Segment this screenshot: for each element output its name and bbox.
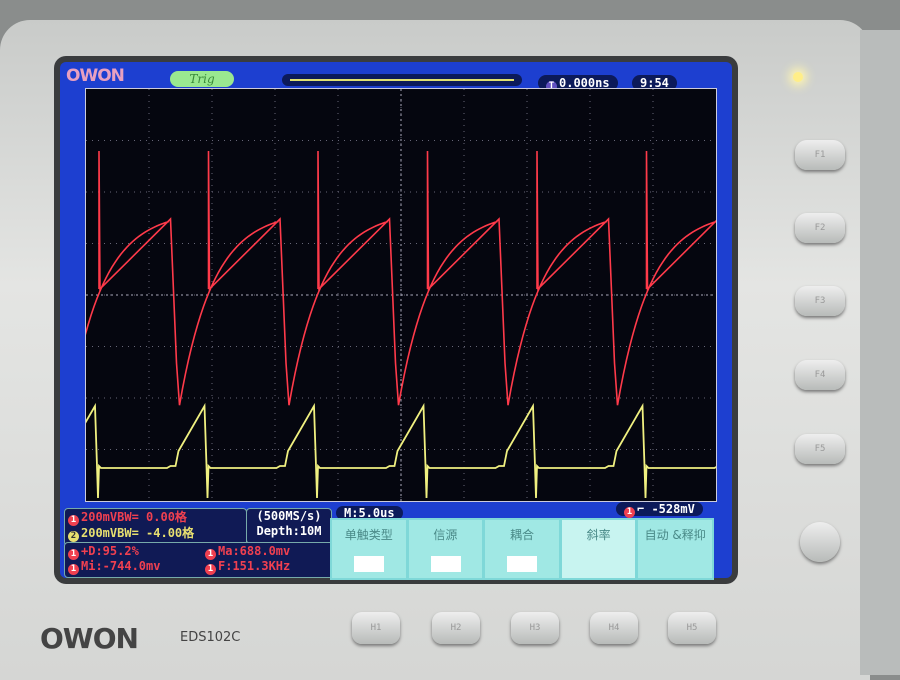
trig-status: Trig <box>170 71 234 87</box>
hkey-h5[interactable]: H5 <box>668 612 716 644</box>
menu-coupling[interactable]: 耦合 <box>485 520 559 578</box>
oscilloscope-screen: OWON Trig T 0.000ns 9:54 1 200mVBW= 0.00格 … <box>0 62 827 580</box>
softkey-f3[interactable]: F3 <box>795 286 845 316</box>
softkey-f5[interactable]: F5 <box>795 434 845 464</box>
power-led <box>793 72 803 82</box>
hkey-h2[interactable]: H2 <box>432 612 480 644</box>
ch2-waveform <box>0 402 824 499</box>
ch1-info: 1 200mVBW= 0.00格 <box>68 510 243 526</box>
channel-info: 1 200mVBW= 0.00格 2 200mVBW= -4.00格 <box>64 508 247 546</box>
measure-duty: 1 +D:95.2% <box>68 544 139 560</box>
measure-max: 1 Ma:688.0mv <box>205 544 290 560</box>
softkey-f2[interactable]: F2 <box>795 213 845 243</box>
memory-position-bar <box>282 74 522 86</box>
trigger-time: T 0.000ns <box>538 75 618 92</box>
hkey-h3[interactable]: H3 <box>511 612 559 644</box>
trigger-menu: 单触类型 信源 耦合 斜率 自动 &释抑 <box>330 518 714 580</box>
acquisition-info: (500MS/s) Depth:10M <box>246 508 332 544</box>
timebase: M:5.0us <box>336 506 403 520</box>
measure-min: 1 Mi:-744.0mv <box>68 559 160 575</box>
softkey-f1[interactable]: F1 <box>795 140 845 170</box>
hkey-h1[interactable]: H1 <box>352 612 400 644</box>
menu-slope[interactable]: 斜率 <box>561 520 636 578</box>
softkey-f4[interactable]: F4 <box>795 360 845 390</box>
menu-trigger-type[interactable]: 单触类型 <box>332 520 406 578</box>
clock: 9:54 <box>632 75 677 91</box>
menu-off-button[interactable] <box>800 522 840 562</box>
trigger-level: 1 ⌐ -528mV <box>616 502 703 518</box>
waveform-display <box>0 89 827 501</box>
model-label: EDS102C <box>180 630 241 645</box>
menu-source[interactable]: 信源 <box>408 520 483 578</box>
memory-depth: Depth:10M <box>256 524 322 538</box>
brand-logo: OWON <box>40 622 139 655</box>
waveform-grid <box>0 88 827 502</box>
ch2-info: 2 200mVBW= -4.00格 <box>68 526 243 542</box>
side-panel <box>860 30 900 675</box>
measurements-panel: 1 +D:95.2% 1 Ma:688.0mv 1 Mi:-744.0mv 1 F:15… <box>64 542 338 578</box>
hkey-h4[interactable]: H4 <box>590 612 638 644</box>
menu-auto-holdoff[interactable]: 自动 &释抑 <box>638 520 712 578</box>
measure-freq: 1 F:151.3KHz <box>205 559 290 575</box>
status-bar: OWON Trig T 0.000ns 9:54 <box>60 62 732 92</box>
sample-rate: (500MS/s) <box>256 509 322 523</box>
screen-logo: OWON <box>66 66 125 86</box>
